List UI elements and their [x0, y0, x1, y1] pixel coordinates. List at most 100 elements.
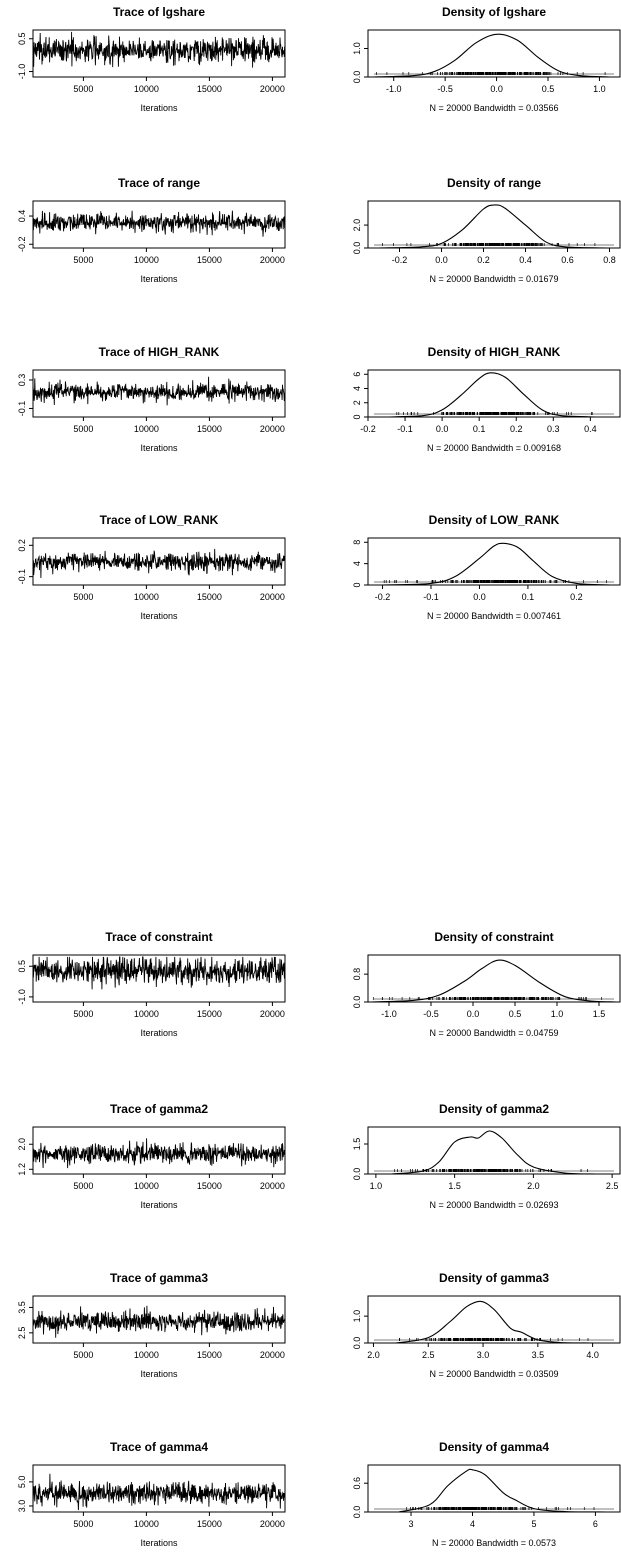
y-tick-label: 0 [352, 582, 362, 587]
y-tick-label: 0.8 [352, 968, 362, 981]
x-axis: -1.0 -0.5 0.0 0.5 1.0 1.5 [381, 1002, 605, 1019]
x-tick-label: 0.5 [509, 1009, 522, 1019]
y-axis: 0.0 0.8 [352, 968, 368, 1008]
x-tick-label: 15000 [197, 592, 222, 602]
y-tick-label: 6 [352, 372, 362, 377]
series-group [374, 372, 614, 418]
series-group [373, 33, 614, 78]
x-tick-label: 10000 [134, 424, 159, 434]
x-axis-label: Iterations [140, 611, 178, 621]
x-axis-label: Iterations [140, 1200, 178, 1210]
density-curve [372, 959, 616, 1003]
panel-trace-of-high-rank: Trace of HIGH_RANK 5000 10000 15000 20000 -0.… [17, 345, 286, 453]
y-tick-label: 0.0 [352, 996, 362, 1009]
x-tick-label: 10000 [134, 1181, 159, 1191]
x-tick-label: 10000 [134, 255, 159, 265]
x-axis: -0.2 -0.1 0.0 0.1 0.2 [375, 585, 583, 602]
plot-frame [32, 1464, 286, 1513]
plot-frame [367, 1464, 621, 1513]
series-group [32, 210, 286, 237]
panel-title: Density of lgshare [442, 5, 546, 19]
y-tick-label: 8 [352, 540, 362, 545]
x-tick-label: 0.0 [435, 255, 448, 265]
y-tick-label: 0.5 [17, 960, 27, 973]
trace-line [32, 1138, 286, 1169]
panel-density-of-low-rank: Density of LOW_RANK -0.2 -0.1 0.0 0.1 0.2 0 4 8 N… [352, 513, 621, 621]
y-tick-label: 0.0 [352, 1168, 362, 1181]
x-axis-label: N = 20000 Bandwidth = 0.01679 [429, 274, 558, 284]
density-curve [373, 33, 610, 78]
y-tick-label: 0.0 [352, 1337, 362, 1350]
density-curve [382, 542, 611, 586]
y-tick-label: 1.0 [352, 1310, 362, 1323]
plot-frame [367, 1126, 621, 1175]
y-tick-label: 4 [352, 561, 362, 566]
x-tick-label: 1.0 [593, 84, 606, 94]
panel-density-of-lgshare: Density of lgshare -1.0 -0.5 0.0 0.5 1.0 0.0 1.… [352, 5, 621, 113]
y-tick-label: 1.5 [352, 1138, 362, 1151]
trace-line [32, 548, 286, 579]
x-tick-label: 15000 [197, 84, 222, 94]
panel-title: Density of LOW_RANK [429, 513, 560, 527]
x-tick-label: 0.4 [519, 255, 532, 265]
x-tick-label: -0.1 [423, 592, 439, 602]
panel-trace-of-gamma2: Trace of gamma2 5000 10000 15000 20000 1.2 2.0… [17, 1102, 286, 1210]
y-axis: 0 4 8 [352, 540, 368, 588]
x-tick-label: 1.0 [370, 1181, 383, 1191]
x-tick-label: 15000 [197, 1350, 222, 1360]
y-axis: 0 2 4 6 [352, 372, 368, 420]
x-tick-label: 20000 [260, 424, 285, 434]
x-axis: 5000 10000 15000 20000 [73, 1512, 285, 1529]
rug-marks [396, 412, 593, 415]
x-axis: 5000 10000 15000 20000 [73, 248, 285, 265]
x-axis-label: N = 20000 Bandwidth = 0.02693 [429, 1200, 558, 1210]
trace-line [32, 956, 286, 990]
x-tick-label: 15000 [197, 1181, 222, 1191]
series-group [32, 1305, 286, 1338]
x-axis-label: Iterations [140, 1538, 178, 1548]
x-tick-label: 0.1 [522, 592, 535, 602]
panel-trace-of-constraint: Trace of constraint 5000 10000 15000 20000 -1… [17, 930, 286, 1038]
plot-frame [32, 29, 286, 78]
panel-density-of-constraint: Density of constraint -1.0 -0.5 0.0 0.5 1.0 1.… [352, 930, 621, 1038]
x-tick-label: 0.2 [570, 592, 583, 602]
x-tick-label: 5000 [73, 255, 93, 265]
y-tick-label: 0.0 [352, 242, 362, 255]
panel-title: Trace of gamma4 [110, 1440, 208, 1454]
panel-title: Trace of range [118, 176, 200, 190]
y-axis: 0.0 1.0 [352, 42, 368, 83]
density-curve [395, 1300, 593, 1344]
x-tick-label: 4 [470, 1519, 475, 1529]
plot-frame [367, 1295, 621, 1344]
x-tick-label: -1.0 [386, 84, 402, 94]
x-tick-label: 20000 [260, 1009, 285, 1019]
y-axis: -0.2 0.4 [17, 210, 33, 252]
x-axis-label: N = 20000 Bandwidth = 0.03509 [429, 1369, 558, 1379]
y-tick-label: 3.0 [17, 1500, 27, 1513]
x-tick-label: 0.2 [510, 424, 523, 434]
x-tick-label: 5000 [73, 1009, 93, 1019]
rug-marks [394, 1169, 588, 1172]
x-axis: 5000 10000 15000 20000 [73, 1174, 285, 1191]
plot-frame [367, 369, 621, 418]
y-tick-label: 5.0 [17, 1476, 27, 1489]
y-axis: 1.2 2.0 [17, 1138, 33, 1176]
x-tick-label: 0.0 [473, 592, 486, 602]
plot-frame [367, 954, 621, 1003]
x-tick-label: 0.6 [561, 255, 574, 265]
x-axis-label: N = 20000 Bandwidth = 0.03566 [429, 103, 558, 113]
y-tick-label: 2.0 [352, 219, 362, 232]
y-tick-label: -0.2 [17, 236, 27, 252]
y-tick-label: 2.0 [17, 1138, 27, 1151]
y-axis: 0.0 0.6 [352, 1477, 368, 1518]
x-tick-label: 2.5 [606, 1181, 619, 1191]
x-axis-label: N = 20000 Bandwidth = 0.007461 [427, 611, 561, 621]
y-axis: 0.0 2.0 [352, 219, 368, 254]
rug-marks [399, 1338, 589, 1341]
y-tick-label: 4 [352, 386, 362, 391]
rug-marks [383, 580, 607, 583]
x-tick-label: 0.2 [477, 255, 490, 265]
x-tick-label: 3.0 [477, 1350, 490, 1360]
y-tick-label: 0.5 [17, 32, 27, 45]
